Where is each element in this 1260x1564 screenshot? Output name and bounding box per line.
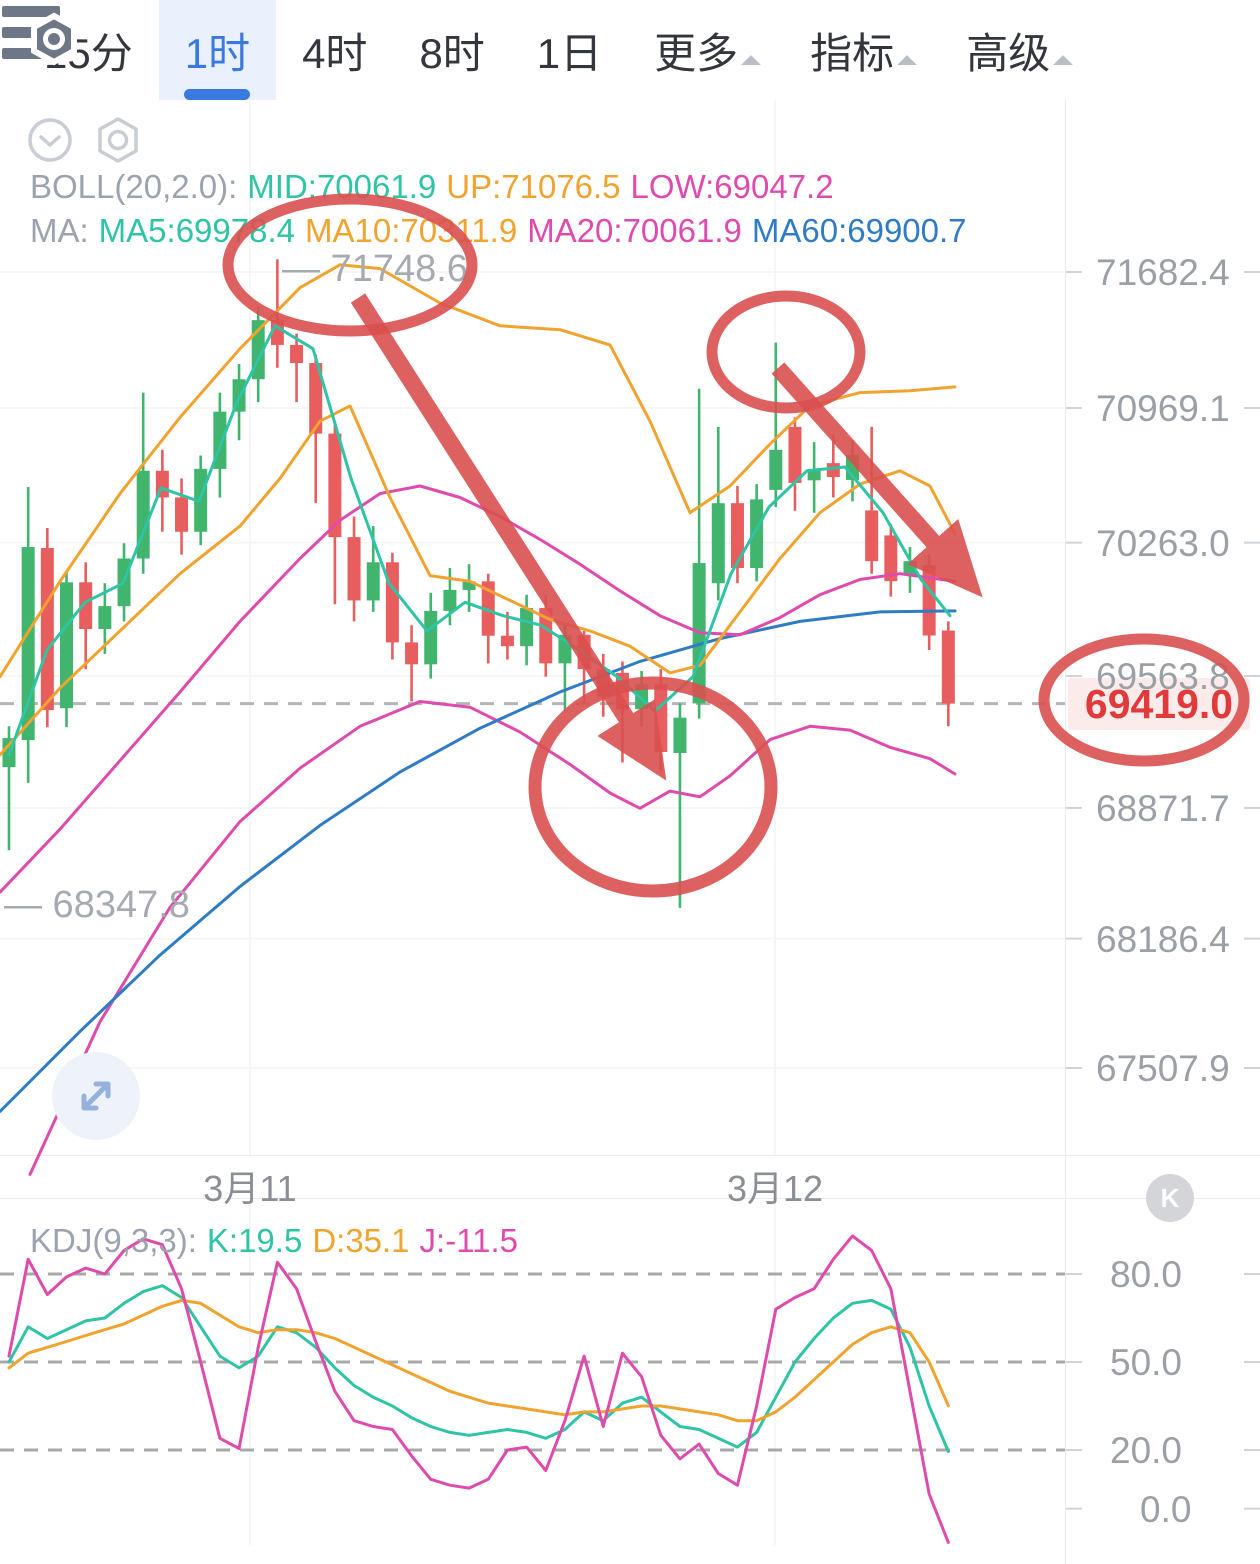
tab-更多[interactable]: 更多 <box>628 0 784 100</box>
tab-label: 更多 <box>654 29 739 77</box>
tab-指标[interactable]: 指标 <box>784 0 940 100</box>
low-price-label: — 68347.8 <box>4 884 190 926</box>
tab-4时[interactable]: 4时 <box>276 0 393 100</box>
expand-fullscreen-button[interactable] <box>50 1050 142 1142</box>
price-axis-tick: 68186.4 <box>1096 918 1230 960</box>
hexagon-settings-icon[interactable] <box>92 114 144 166</box>
kdj-axis-tick: 20.0 <box>1110 1430 1183 1471</box>
legend-item: J:-11.5 <box>419 1222 518 1259</box>
tab-label: 指标 <box>810 29 895 77</box>
tab-1时[interactable]: 1时 <box>158 0 277 100</box>
legend-item: UP:71076.5 <box>446 168 621 205</box>
legend-item: LOW:69047.2 <box>630 168 834 205</box>
date-label-mar12: 3月12 <box>726 1168 824 1209</box>
divider-bottom-of-date-strip <box>0 1198 1260 1199</box>
legend-item: KDJ(9,3,3): <box>30 1222 197 1259</box>
legend-item: MA20:70061.9 <box>527 212 742 249</box>
legend-item: MID:70061.9 <box>247 168 437 205</box>
price-axis-separator <box>1065 100 1066 1564</box>
price-axis-tick: 71682.4 <box>1096 252 1230 293</box>
legend-item: K:19.5 <box>206 1222 303 1259</box>
tab-label: 高级 <box>966 29 1051 77</box>
price-axis-tick: 70263.0 <box>1096 522 1230 564</box>
tab-1日[interactable]: 1日 <box>511 0 628 100</box>
legend-item: BOLL(20,2.0): <box>30 168 238 205</box>
selected-tab-indicator <box>184 89 251 100</box>
collapse-chevron-icon[interactable] <box>26 116 74 164</box>
tab-label: 1日 <box>536 29 603 77</box>
date-label-mar11: 3月11 <box>203 1168 297 1209</box>
kdj-axis-tick: 80.0 <box>1110 1254 1183 1295</box>
kdj-legend: KDJ(9,3,3): K:19.5 D:35.1 J:-11.5 <box>30 1222 528 1260</box>
boll-legend: BOLL(20,2.0): MID:70061.9 UP:71076.5 LOW:69… <box>30 168 844 206</box>
list-gear-icon <box>2 6 77 66</box>
price-axis-tick: 68871.7 <box>1096 787 1230 829</box>
legend-item: D:35.1 <box>312 1222 410 1259</box>
timeframe-tab-bar: 15分 1时 4时 8时 1日 更多 指标 高级 <box>0 0 1260 100</box>
kdj-axis-tick: 0.0 <box>1140 1488 1192 1530</box>
price-axis-tick: 67507.9 <box>1096 1048 1230 1089</box>
legend-item: MA60:69900.7 <box>751 212 967 249</box>
kdj-axis-tick: 50.0 <box>1110 1342 1183 1383</box>
tab-label: 4时 <box>302 29 368 77</box>
price-axis-tick: 69563.8 <box>1096 655 1230 697</box>
tab-label: 1时 <box>184 29 251 77</box>
price-axis-tick: 70969.1 <box>1096 388 1230 429</box>
legend-item: MA5:69978.4 <box>98 212 295 249</box>
high-price-label: — 71748.6 <box>282 248 468 290</box>
kline-badge[interactable]: K <box>1146 1174 1194 1222</box>
ma-legend: MA: MA5:69978.4 MA10:70311.9 MA20:70061.9 MA… <box>30 212 977 250</box>
tab-label: 8时 <box>419 29 485 77</box>
divider-top-of-date-strip <box>0 1155 1260 1156</box>
tab-8时[interactable]: 8时 <box>393 0 510 100</box>
legend-item: MA: <box>30 212 89 249</box>
legend-item: MA10:70311.9 <box>304 212 518 249</box>
tab-高级[interactable]: 高级 <box>940 0 1096 100</box>
